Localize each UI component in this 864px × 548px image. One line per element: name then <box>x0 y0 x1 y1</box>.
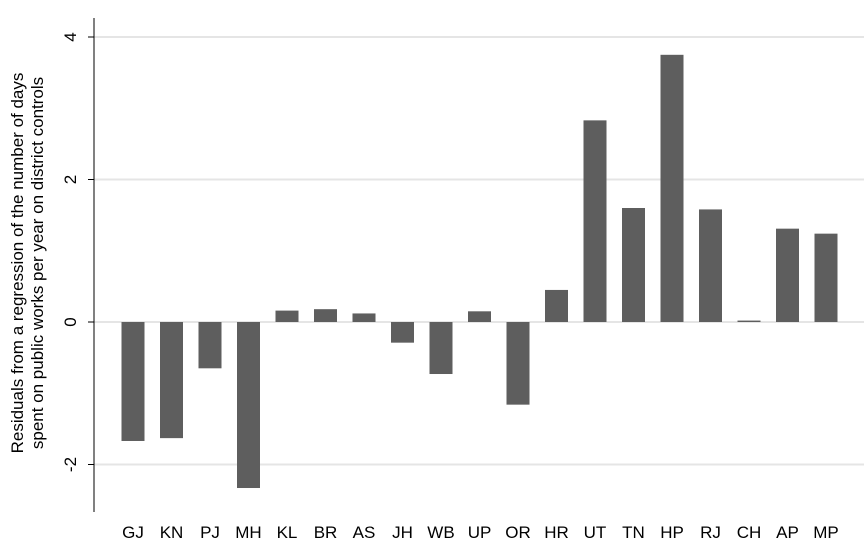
y-tick-label: -2 <box>61 457 80 472</box>
x-label-ap: AP <box>776 523 799 542</box>
x-label-ch: CH <box>737 523 762 542</box>
x-label-ut: UT <box>584 523 607 542</box>
y-axis-label-line-2: spent on public works per year on distri… <box>28 77 47 449</box>
x-label-pj: PJ <box>200 523 220 542</box>
bar-mp <box>814 233 838 322</box>
x-label-rj: RJ <box>700 523 721 542</box>
x-axis-labels: GJ KN PJ MH KL BR AS JH WB UP OR HR UT TN HP RJ CH AP MP <box>122 523 839 542</box>
bar-kl <box>275 310 299 322</box>
x-label-up: UP <box>468 523 492 542</box>
x-label-wb: WB <box>427 523 454 542</box>
bar-or <box>506 322 530 405</box>
x-label-hr: HR <box>544 523 569 542</box>
x-label-tn: TN <box>622 523 645 542</box>
y-axis-label-line-1: Residuals from a regression of the numbe… <box>8 73 27 454</box>
y-tick-label: 4 <box>61 32 80 41</box>
bar-jh <box>391 322 414 343</box>
bar-tn <box>622 208 645 322</box>
x-label-jh: JH <box>392 523 413 542</box>
y-axis-ticks: -2 0 2 4 <box>61 32 94 472</box>
gridlines <box>94 36 864 466</box>
x-label-gj: GJ <box>122 523 144 542</box>
y-tick-label: 2 <box>61 175 80 184</box>
bar-ut <box>583 120 607 322</box>
x-label-as: AS <box>353 523 376 542</box>
x-label-kl: KL <box>277 523 298 542</box>
bar-rj <box>699 209 722 322</box>
bar-ch <box>737 320 761 322</box>
x-label-br: BR <box>314 523 338 542</box>
x-label-mp: MP <box>813 523 839 542</box>
y-tick-label: 0 <box>61 317 80 326</box>
bar-pj <box>198 322 222 369</box>
bar-gj <box>121 322 145 441</box>
bar-as <box>352 313 376 322</box>
x-label-kn: KN <box>160 523 184 542</box>
bar-br <box>314 309 337 322</box>
x-label-hp: HP <box>660 523 684 542</box>
bar-wb <box>429 322 453 375</box>
x-label-mh: MH <box>235 523 261 542</box>
bar-hp <box>660 54 684 322</box>
bar-kn <box>160 322 183 439</box>
x-label-or: OR <box>505 523 531 542</box>
bar-ap <box>776 228 799 322</box>
bars <box>121 54 838 489</box>
bar-mh <box>237 322 260 489</box>
bar-hr <box>545 289 568 322</box>
bar-up <box>468 311 491 322</box>
